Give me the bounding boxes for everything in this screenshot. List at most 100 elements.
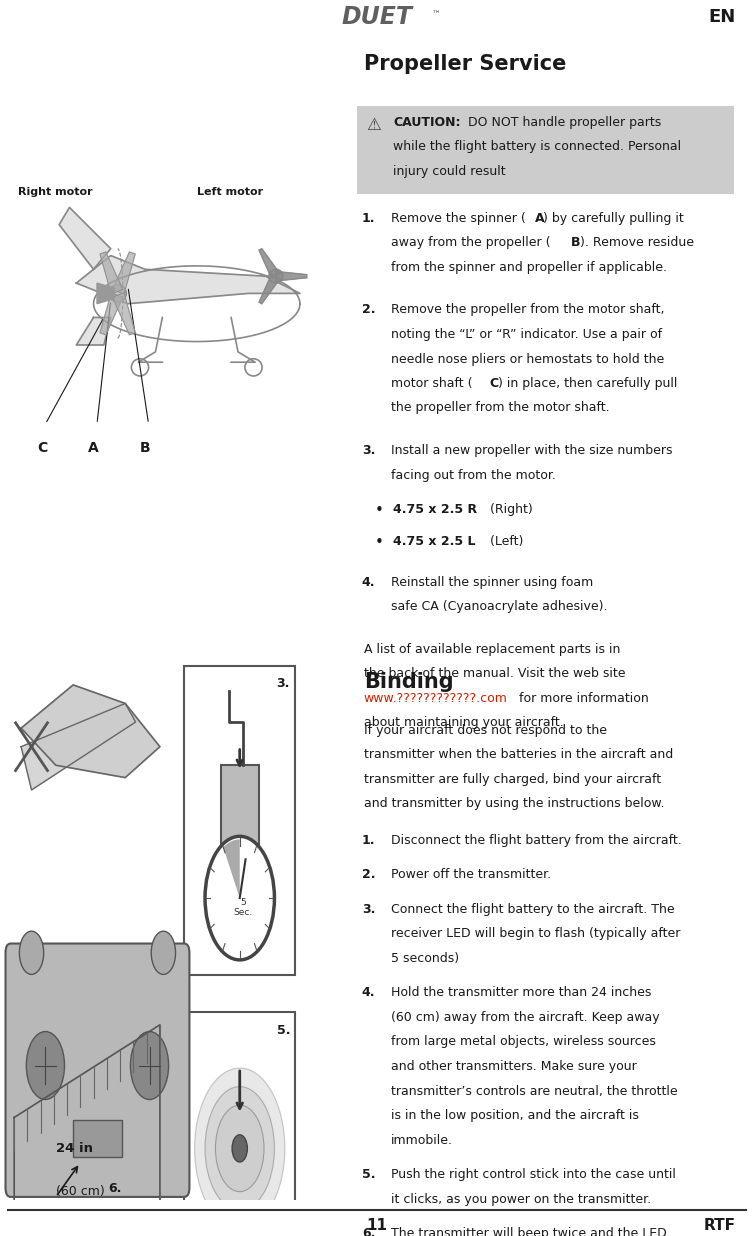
Text: away from the propeller (: away from the propeller ( bbox=[391, 236, 550, 250]
Text: DO NOT handle propeller parts: DO NOT handle propeller parts bbox=[464, 116, 661, 129]
Text: 4.: 4. bbox=[362, 986, 375, 1000]
Text: and other transmitters. Make sure your: and other transmitters. Make sure your bbox=[391, 1060, 637, 1073]
Text: 3.: 3. bbox=[277, 677, 290, 691]
Text: 5
Sec.: 5 Sec. bbox=[234, 897, 253, 917]
Text: motor shaft (: motor shaft ( bbox=[391, 377, 473, 391]
Circle shape bbox=[232, 1135, 247, 1162]
Text: •: • bbox=[375, 503, 384, 518]
Text: B: B bbox=[139, 441, 151, 455]
Text: is in the low position, and the aircraft is: is in the low position, and the aircraft… bbox=[391, 1109, 639, 1122]
Text: RTF: RTF bbox=[704, 1219, 736, 1234]
Polygon shape bbox=[112, 252, 135, 294]
Text: Propeller Service: Propeller Service bbox=[363, 54, 566, 74]
Circle shape bbox=[205, 837, 274, 960]
Circle shape bbox=[195, 1068, 285, 1229]
Polygon shape bbox=[14, 1025, 160, 1236]
Circle shape bbox=[269, 269, 283, 283]
Text: If your aircraft does not respond to the: If your aircraft does not respond to the bbox=[363, 724, 607, 737]
Text: 5.: 5. bbox=[362, 1168, 375, 1182]
Text: 6.: 6. bbox=[108, 1182, 121, 1195]
FancyBboxPatch shape bbox=[5, 943, 189, 1196]
Circle shape bbox=[20, 931, 44, 974]
Polygon shape bbox=[21, 703, 136, 790]
Text: 3.: 3. bbox=[362, 444, 375, 457]
Text: Push the right control stick into the case until: Push the right control stick into the ca… bbox=[391, 1168, 676, 1182]
Polygon shape bbox=[76, 318, 111, 345]
Text: 2.: 2. bbox=[362, 869, 375, 881]
Text: C: C bbox=[37, 441, 47, 455]
Polygon shape bbox=[97, 283, 114, 304]
Text: 11: 11 bbox=[366, 1219, 388, 1234]
Text: 4.75 x 2.5 R: 4.75 x 2.5 R bbox=[394, 503, 477, 515]
Text: the propeller from the motor shaft.: the propeller from the motor shaft. bbox=[391, 402, 610, 414]
Text: www.????????????.com: www.????????????.com bbox=[363, 692, 507, 705]
Text: Install a new propeller with the size numbers: Install a new propeller with the size nu… bbox=[391, 444, 673, 457]
Circle shape bbox=[130, 1032, 169, 1100]
Circle shape bbox=[205, 1086, 274, 1210]
Text: needle nose pliers or hemostats to hold the: needle nose pliers or hemostats to hold … bbox=[391, 352, 664, 366]
Text: 2.: 2. bbox=[362, 304, 375, 316]
Text: receiver LED will begin to flash (typically after: receiver LED will begin to flash (typica… bbox=[391, 927, 681, 941]
Text: 24 in: 24 in bbox=[56, 1142, 93, 1154]
Polygon shape bbox=[100, 293, 123, 335]
Text: the back of the manual. Visit the web site: the back of the manual. Visit the web si… bbox=[363, 667, 625, 681]
Polygon shape bbox=[112, 293, 135, 335]
Polygon shape bbox=[100, 252, 123, 294]
Text: transmitter’s controls are neutral, the throttle: transmitter’s controls are neutral, the … bbox=[391, 1084, 678, 1098]
Text: ) in place, then carefully pull: ) in place, then carefully pull bbox=[498, 377, 678, 391]
Text: Remove the propeller from the motor shaft,: Remove the propeller from the motor shaf… bbox=[391, 304, 665, 316]
Text: 6.: 6. bbox=[362, 1227, 375, 1236]
Text: transmitter when the batteries in the aircraft and: transmitter when the batteries in the ai… bbox=[363, 749, 673, 761]
Bar bbox=[73, 1120, 121, 1157]
Polygon shape bbox=[76, 256, 300, 304]
Text: B: B bbox=[571, 236, 581, 250]
Text: ). Remove residue: ). Remove residue bbox=[580, 236, 694, 250]
Text: DUET: DUET bbox=[342, 5, 412, 30]
Text: transmitter are fully charged, bind your aircraft: transmitter are fully charged, bind your… bbox=[363, 772, 661, 786]
Text: facing out from the motor.: facing out from the motor. bbox=[391, 468, 556, 482]
Text: safe CA (Cyanoacrylate adhesive).: safe CA (Cyanoacrylate adhesive). bbox=[391, 601, 608, 613]
Text: A: A bbox=[88, 441, 99, 455]
Text: noting the “L” or “R” indicator. Use a pair of: noting the “L” or “R” indicator. Use a p… bbox=[391, 328, 662, 341]
Text: •: • bbox=[375, 535, 384, 550]
Text: (60 cm): (60 cm) bbox=[56, 1185, 105, 1198]
Text: EN: EN bbox=[709, 9, 736, 26]
Polygon shape bbox=[59, 208, 111, 269]
Bar bbox=[184, 1012, 296, 1236]
Circle shape bbox=[109, 284, 126, 302]
Text: (60 cm) away from the aircraft. Keep away: (60 cm) away from the aircraft. Keep awa… bbox=[391, 1011, 660, 1023]
Text: A: A bbox=[535, 213, 544, 225]
Text: CAUTION:: CAUTION: bbox=[394, 116, 461, 129]
Text: ™: ™ bbox=[432, 10, 441, 19]
Polygon shape bbox=[21, 685, 160, 777]
Text: 3.: 3. bbox=[362, 904, 375, 916]
Text: Disconnect the flight battery from the aircraft.: Disconnect the flight battery from the a… bbox=[391, 834, 682, 847]
Text: 4.: 4. bbox=[362, 576, 375, 590]
Circle shape bbox=[216, 1105, 264, 1192]
Circle shape bbox=[26, 1032, 65, 1100]
Text: for more information: for more information bbox=[515, 692, 648, 705]
Text: Right motor: Right motor bbox=[18, 187, 93, 197]
Wedge shape bbox=[223, 839, 240, 899]
Text: (Left): (Left) bbox=[486, 535, 523, 549]
Bar bbox=[184, 666, 296, 975]
Polygon shape bbox=[276, 272, 307, 281]
Text: from large metal objects, wireless sources: from large metal objects, wireless sourc… bbox=[391, 1036, 656, 1048]
Text: 1.: 1. bbox=[362, 213, 375, 225]
Text: 5 seconds): 5 seconds) bbox=[391, 952, 459, 965]
Polygon shape bbox=[259, 274, 280, 304]
Circle shape bbox=[152, 931, 176, 974]
Text: about maintaining your aircraft.: about maintaining your aircraft. bbox=[363, 717, 563, 729]
FancyBboxPatch shape bbox=[357, 106, 734, 194]
Text: A list of available replacement parts is in: A list of available replacement parts is… bbox=[363, 643, 620, 656]
Text: (Right): (Right) bbox=[486, 503, 532, 515]
Text: 1.: 1. bbox=[362, 834, 375, 847]
Text: Power off the transmitter.: Power off the transmitter. bbox=[391, 869, 551, 881]
Text: Connect the flight battery to the aircraft. The: Connect the flight battery to the aircra… bbox=[391, 904, 675, 916]
Text: while the flight battery is connected. Personal: while the flight battery is connected. P… bbox=[394, 141, 682, 153]
Text: Left motor: Left motor bbox=[197, 187, 263, 197]
Text: 4.75 x 2.5 L: 4.75 x 2.5 L bbox=[394, 535, 476, 549]
Polygon shape bbox=[259, 248, 280, 278]
Text: injury could result: injury could result bbox=[394, 164, 506, 178]
Text: and transmitter by using the instructions below.: and transmitter by using the instruction… bbox=[363, 797, 664, 811]
